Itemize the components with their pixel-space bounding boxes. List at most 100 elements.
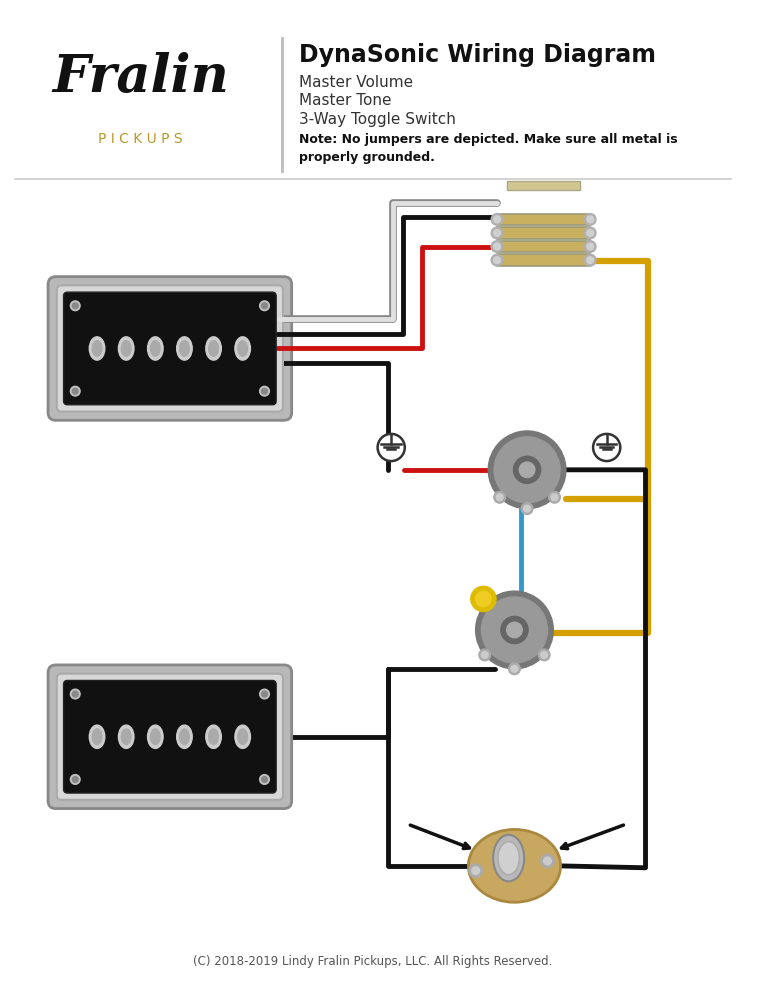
Bar: [497, 215, 590, 226]
Circle shape: [544, 857, 551, 865]
Ellipse shape: [209, 341, 218, 357]
Circle shape: [508, 663, 520, 675]
Circle shape: [262, 692, 267, 697]
Ellipse shape: [118, 726, 134, 748]
FancyBboxPatch shape: [57, 674, 283, 800]
Ellipse shape: [92, 341, 102, 357]
Circle shape: [584, 242, 596, 253]
Circle shape: [472, 867, 479, 875]
Circle shape: [479, 649, 491, 661]
Circle shape: [538, 649, 550, 661]
Circle shape: [71, 775, 80, 784]
Circle shape: [260, 301, 270, 311]
Circle shape: [378, 434, 405, 461]
Circle shape: [260, 690, 270, 699]
Circle shape: [584, 228, 596, 240]
Circle shape: [494, 257, 501, 264]
Text: Master Tone: Master Tone: [299, 93, 392, 108]
Circle shape: [492, 242, 503, 253]
Ellipse shape: [121, 730, 131, 745]
Circle shape: [521, 503, 533, 515]
Ellipse shape: [209, 730, 218, 745]
Circle shape: [492, 228, 503, 240]
Ellipse shape: [498, 842, 519, 875]
Ellipse shape: [468, 830, 561, 903]
Ellipse shape: [147, 338, 163, 361]
Ellipse shape: [118, 338, 134, 361]
Ellipse shape: [206, 726, 221, 748]
Ellipse shape: [235, 338, 250, 361]
Text: 3-Way Toggle Switch: 3-Way Toggle Switch: [299, 111, 456, 127]
Circle shape: [72, 692, 78, 697]
Bar: [507, 181, 581, 191]
Text: Master Volume: Master Volume: [299, 75, 413, 89]
Circle shape: [584, 215, 596, 226]
FancyBboxPatch shape: [48, 277, 292, 420]
Circle shape: [494, 492, 505, 504]
FancyBboxPatch shape: [57, 286, 283, 413]
Ellipse shape: [89, 726, 105, 748]
Circle shape: [488, 431, 566, 509]
Ellipse shape: [92, 730, 102, 745]
Text: (C) 2018-2019 Lindy Fralin Pickups, LLC. All Rights Reserved.: (C) 2018-2019 Lindy Fralin Pickups, LLC.…: [193, 953, 552, 966]
Circle shape: [496, 494, 503, 501]
Circle shape: [501, 616, 528, 644]
Circle shape: [482, 597, 548, 663]
Circle shape: [519, 462, 535, 478]
FancyBboxPatch shape: [64, 681, 276, 793]
Ellipse shape: [151, 730, 161, 745]
Circle shape: [587, 231, 594, 238]
Circle shape: [260, 387, 270, 397]
Circle shape: [587, 217, 594, 224]
Circle shape: [511, 666, 518, 673]
Circle shape: [72, 776, 78, 782]
Circle shape: [492, 215, 503, 226]
Circle shape: [482, 652, 488, 659]
Circle shape: [71, 690, 80, 699]
Circle shape: [507, 622, 522, 638]
Circle shape: [492, 255, 503, 266]
Circle shape: [593, 434, 621, 461]
Ellipse shape: [89, 338, 105, 361]
Ellipse shape: [177, 726, 192, 748]
Circle shape: [541, 652, 548, 659]
Text: Fralin: Fralin: [52, 52, 229, 103]
Text: DynaSonic Wiring Diagram: DynaSonic Wiring Diagram: [299, 44, 656, 68]
Circle shape: [471, 586, 496, 612]
Text: P I C K U P S: P I C K U P S: [98, 131, 183, 146]
Ellipse shape: [180, 341, 189, 357]
Ellipse shape: [206, 338, 221, 361]
Circle shape: [514, 457, 541, 484]
Ellipse shape: [493, 835, 525, 882]
Circle shape: [548, 492, 561, 504]
Ellipse shape: [121, 341, 131, 357]
Ellipse shape: [177, 338, 192, 361]
Circle shape: [494, 244, 501, 250]
Circle shape: [524, 506, 531, 513]
Ellipse shape: [235, 726, 250, 748]
Circle shape: [494, 231, 501, 238]
Circle shape: [584, 255, 596, 266]
Ellipse shape: [238, 730, 247, 745]
Ellipse shape: [151, 341, 161, 357]
Bar: [497, 255, 590, 266]
Circle shape: [475, 591, 492, 607]
Bar: [497, 242, 590, 253]
Bar: [497, 228, 590, 240]
Circle shape: [551, 494, 558, 501]
Circle shape: [541, 854, 554, 868]
Circle shape: [72, 303, 78, 309]
Circle shape: [71, 301, 80, 311]
Circle shape: [260, 775, 270, 784]
Circle shape: [468, 864, 482, 878]
Circle shape: [475, 591, 553, 669]
Circle shape: [262, 303, 267, 309]
Text: Note: No jumpers are depicted. Make sure all metal is
properly grounded.: Note: No jumpers are depicted. Make sure…: [299, 133, 677, 164]
FancyBboxPatch shape: [64, 293, 276, 406]
Ellipse shape: [180, 730, 189, 745]
Circle shape: [494, 437, 560, 503]
Circle shape: [71, 387, 80, 397]
Circle shape: [262, 776, 267, 782]
FancyBboxPatch shape: [48, 665, 292, 809]
Circle shape: [587, 244, 594, 250]
